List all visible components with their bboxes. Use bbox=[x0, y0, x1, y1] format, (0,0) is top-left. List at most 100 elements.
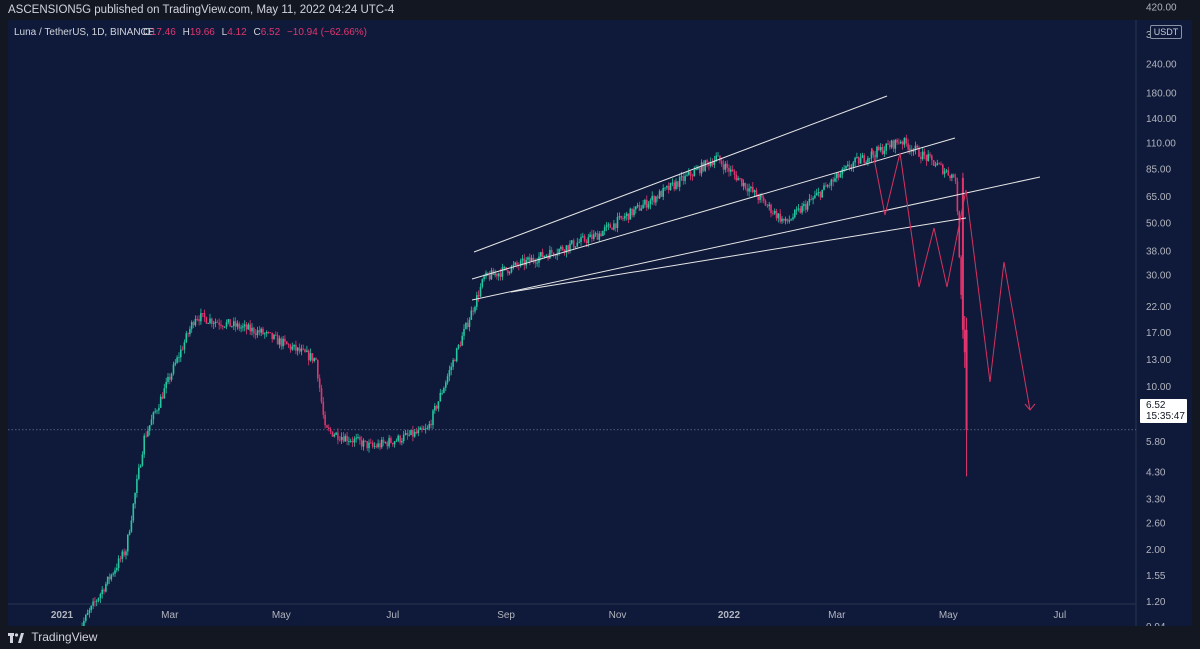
candle-body bbox=[609, 224, 611, 228]
candle-body bbox=[642, 204, 644, 209]
candle-body bbox=[909, 148, 911, 150]
candle-body bbox=[781, 218, 783, 222]
candle-body bbox=[848, 164, 851, 169]
candle-body bbox=[532, 257, 535, 262]
y-tick-label: 65.00 bbox=[1146, 192, 1171, 203]
y-tick-label: 1.55 bbox=[1146, 571, 1166, 582]
publish-header: ASCENSION5G published on TradingView.com… bbox=[0, 0, 1200, 20]
candle-body bbox=[629, 208, 632, 220]
candle-body bbox=[212, 323, 215, 324]
candle-body bbox=[912, 149, 915, 152]
candle-body bbox=[329, 429, 332, 432]
legend-l-label: L bbox=[222, 27, 228, 38]
candle-body bbox=[134, 493, 136, 504]
candle-body bbox=[200, 313, 202, 322]
candle-body bbox=[828, 185, 831, 187]
candle-body bbox=[662, 188, 664, 197]
tradingview-logo-icon[interactable] bbox=[8, 632, 24, 643]
candle-body bbox=[196, 319, 198, 320]
candle-body bbox=[927, 154, 929, 161]
candle-body bbox=[622, 218, 624, 219]
candle-body bbox=[726, 163, 728, 168]
projection-path[interactable] bbox=[965, 189, 1031, 411]
candle-body bbox=[97, 598, 100, 601]
candle-body bbox=[722, 164, 725, 170]
candle-body bbox=[412, 430, 414, 437]
trend-line[interactable] bbox=[471, 176, 1041, 301]
candle-body bbox=[742, 182, 745, 186]
candle-body bbox=[229, 319, 231, 327]
candle-body bbox=[673, 182, 675, 189]
candle-body bbox=[101, 589, 103, 594]
candle-body bbox=[788, 220, 791, 222]
candle-body bbox=[233, 321, 235, 326]
candle-body bbox=[205, 317, 208, 324]
candle-body bbox=[699, 167, 701, 174]
candle-body bbox=[216, 321, 219, 323]
candle-body bbox=[739, 178, 741, 179]
candle-body bbox=[242, 326, 244, 328]
candle-body bbox=[159, 396, 162, 408]
unit-label[interactable]: USDT bbox=[1150, 25, 1182, 39]
trend-line[interactable] bbox=[471, 137, 956, 280]
candle-body bbox=[201, 313, 204, 314]
footer-brand[interactable]: TradingView bbox=[31, 630, 98, 644]
candle-body bbox=[481, 279, 484, 287]
candle-body bbox=[583, 236, 586, 242]
candle-body bbox=[896, 139, 898, 143]
candle-body bbox=[324, 414, 326, 426]
candle-body bbox=[174, 362, 177, 365]
candle-body bbox=[185, 333, 188, 343]
projection-path[interactable] bbox=[871, 147, 967, 288]
footer: TradingView bbox=[0, 626, 1200, 649]
candle-body bbox=[667, 186, 670, 190]
candle-body bbox=[770, 204, 772, 214]
candle-body bbox=[624, 216, 626, 219]
candle-body bbox=[254, 333, 257, 336]
candle-body bbox=[892, 140, 895, 149]
candle-body bbox=[693, 170, 696, 177]
candle-body bbox=[417, 429, 420, 434]
candle-body bbox=[103, 589, 105, 592]
y-tick-label: 10.00 bbox=[1146, 382, 1171, 393]
candle-body bbox=[748, 188, 750, 192]
candle-body bbox=[958, 211, 961, 258]
candle-body bbox=[421, 427, 423, 430]
candle-body bbox=[805, 204, 807, 210]
candle-body bbox=[574, 246, 577, 248]
candle-body bbox=[688, 171, 690, 175]
candle-body bbox=[488, 275, 491, 280]
candle-body bbox=[830, 179, 833, 186]
candle-body bbox=[916, 145, 918, 148]
candle-body bbox=[881, 147, 884, 154]
trend-line[interactable] bbox=[510, 217, 967, 293]
candle-body bbox=[507, 270, 509, 274]
candle-body bbox=[253, 327, 255, 334]
candle-body bbox=[863, 155, 865, 163]
candle-body bbox=[879, 147, 882, 151]
x-tick-label: 2021 bbox=[51, 610, 74, 621]
candle-body bbox=[150, 419, 153, 426]
candle-body bbox=[289, 345, 292, 350]
candle-body bbox=[424, 428, 427, 430]
candle-body bbox=[567, 245, 569, 251]
candle-body bbox=[711, 162, 714, 165]
candle-body bbox=[313, 358, 315, 361]
candle-body bbox=[733, 171, 736, 175]
chart-area[interactable] bbox=[8, 20, 1192, 626]
candle-body bbox=[651, 196, 653, 201]
candle-body bbox=[83, 620, 85, 627]
candle-body bbox=[370, 442, 372, 444]
candle-body bbox=[565, 245, 568, 253]
candle-body bbox=[320, 388, 323, 402]
candle-body bbox=[616, 217, 619, 228]
candle-body bbox=[960, 257, 962, 295]
candle-body bbox=[865, 162, 867, 163]
trend-line[interactable] bbox=[473, 95, 888, 253]
candle-body bbox=[560, 246, 562, 249]
candle-body bbox=[198, 319, 200, 322]
candle-body bbox=[169, 376, 171, 380]
candle-body bbox=[211, 318, 213, 324]
candle-body bbox=[280, 338, 283, 347]
